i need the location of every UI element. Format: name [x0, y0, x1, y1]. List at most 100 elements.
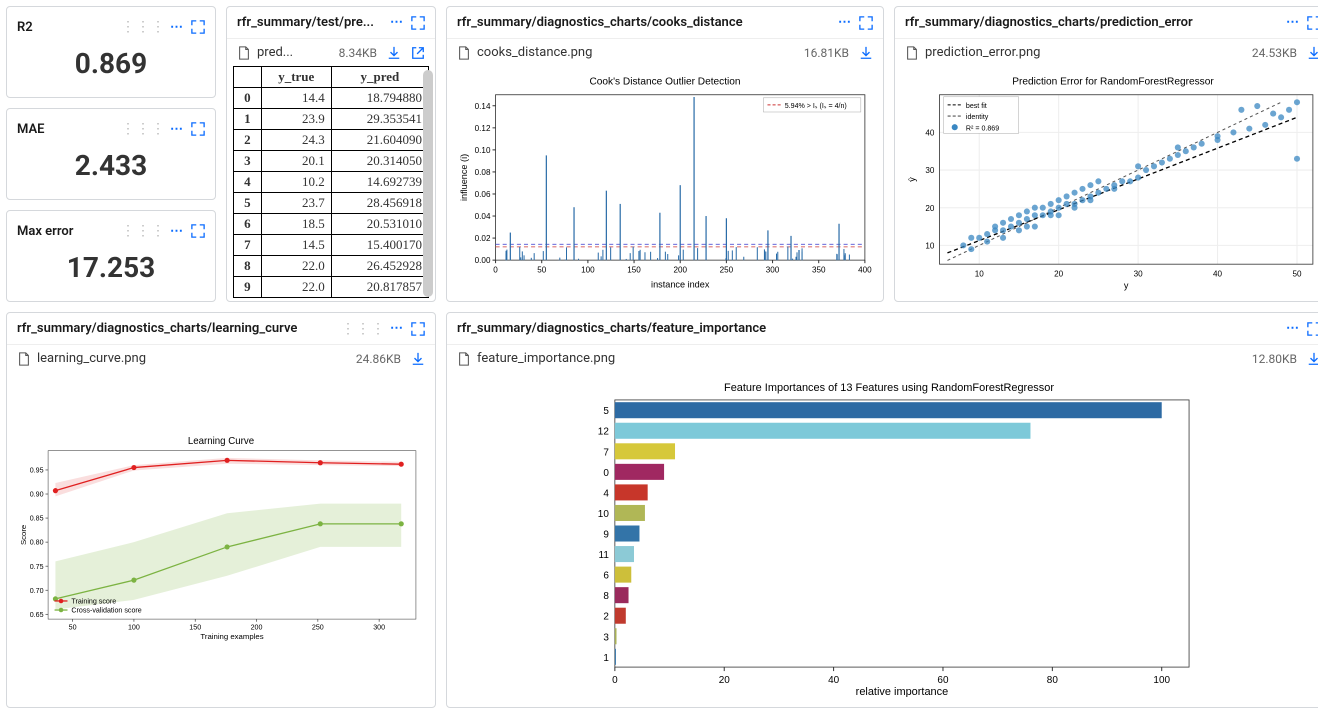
svg-text:0.06: 0.06 [475, 190, 491, 199]
svg-text:10: 10 [925, 241, 935, 250]
expand-icon[interactable] [191, 20, 205, 34]
file-name: prediction_error.png [925, 45, 1040, 60]
more-icon[interactable]: ⋯ [170, 122, 183, 137]
svg-text:ŷ: ŷ [907, 177, 917, 182]
metrics-column: R2 ⋮⋮⋮ ⋯ 0.869 MAE ⋮⋮⋮ ⋯ 2.433 [6, 6, 216, 302]
drag-handle-icon[interactable]: ⋮⋮⋮ [121, 121, 166, 137]
svg-text:250: 250 [720, 265, 734, 274]
file-info-row: learning_curve.png 24.86KB [7, 345, 435, 372]
svg-text:R² = 0.869: R² = 0.869 [966, 124, 999, 132]
svg-text:0: 0 [493, 265, 498, 274]
file-icon [457, 352, 471, 366]
file-info-row: prediction_error.png 24.53KB [895, 39, 1318, 66]
svg-text:y: y [1124, 281, 1129, 291]
expand-icon[interactable] [1307, 322, 1318, 336]
more-icon[interactable]: ⋯ [170, 224, 183, 239]
file-name: learning_curve.png [37, 351, 146, 366]
learning-curve-chart: Learning Curve501001502002503000.650.700… [7, 372, 435, 707]
learning-curve-panel: rfr_summary/diagnostics_charts/learning_… [6, 312, 436, 708]
svg-text:60: 60 [937, 675, 949, 686]
svg-text:40: 40 [925, 128, 935, 137]
svg-text:100: 100 [128, 623, 140, 631]
expand-icon[interactable] [411, 16, 425, 30]
panel-title: rfr_summary/diagnostics_charts/feature_i… [457, 321, 1286, 336]
metric-panel-r2: R2 ⋮⋮⋮ ⋯ 0.869 [6, 6, 216, 98]
external-link-icon[interactable] [411, 46, 425, 60]
table-row: 410.214.692739 [234, 172, 429, 193]
metric-label: MAE [17, 122, 117, 137]
svg-text:30: 30 [925, 166, 935, 175]
svg-text:30: 30 [1134, 269, 1144, 278]
svg-text:12: 12 [598, 427, 610, 438]
svg-text:0.85: 0.85 [30, 515, 44, 523]
svg-text:0.70: 0.70 [30, 587, 44, 595]
file-icon [17, 352, 31, 366]
file-info-row: cooks_distance.png 16.81KB [447, 39, 883, 66]
table-row: 822.026.452928 [234, 256, 429, 277]
panel-title: rfr_summary/diagnostics_charts/cooks_dis… [457, 15, 838, 30]
svg-text:50: 50 [1292, 269, 1302, 278]
scrollbar[interactable] [423, 70, 433, 297]
panel-title: rfr_summary/diagnostics_charts/predictio… [905, 15, 1286, 30]
svg-text:0: 0 [603, 468, 609, 479]
file-name: feature_importance.png [477, 351, 615, 366]
svg-text:Training examples: Training examples [200, 632, 263, 641]
cooks-distance-panel: rfr_summary/diagnostics_charts/cooks_dis… [446, 6, 884, 302]
more-icon[interactable]: ⋯ [838, 15, 851, 30]
drag-handle-icon[interactable]: ⋮⋮⋮ [341, 321, 386, 337]
dashboard-grid: R2 ⋮⋮⋮ ⋯ 0.869 MAE ⋮⋮⋮ ⋯ 2.433 [0, 0, 1318, 714]
metric-panel-mae: MAE ⋮⋮⋮ ⋯ 2.433 [6, 108, 216, 200]
more-icon[interactable]: ⋯ [390, 321, 403, 336]
svg-text:9: 9 [603, 530, 609, 541]
metric-value: 17.253 [7, 243, 215, 298]
svg-text:100: 100 [581, 265, 595, 274]
more-icon[interactable]: ⋯ [170, 20, 183, 35]
download-icon[interactable] [387, 46, 401, 60]
file-info-row: feature_importance.png 12.80KB [447, 345, 1318, 372]
svg-text:0.02: 0.02 [475, 234, 491, 243]
svg-text:20: 20 [925, 204, 935, 213]
file-size: 8.34KB [339, 46, 377, 60]
svg-text:80: 80 [1047, 675, 1059, 686]
file-icon [237, 46, 251, 60]
expand-icon[interactable] [191, 122, 205, 136]
download-icon[interactable] [1307, 352, 1318, 366]
panel-title: rfr_summary/test/pre... [237, 15, 390, 30]
download-icon[interactable] [859, 46, 873, 60]
svg-text:1: 1 [603, 653, 609, 664]
svg-text:7: 7 [603, 447, 609, 458]
svg-text:Score: Score [19, 525, 28, 545]
cooks-chart: Cook's Distance Outlier Detection0.000.0… [447, 66, 883, 301]
expand-icon[interactable] [191, 224, 205, 238]
svg-text:0.14: 0.14 [475, 102, 491, 111]
metric-value: 2.433 [7, 141, 215, 196]
drag-handle-icon[interactable]: ⋮⋮⋮ [121, 223, 166, 239]
table-scroll-area[interactable]: y_truey_pred014.418.794880123.929.353541… [227, 66, 435, 301]
more-icon[interactable]: ⋯ [390, 15, 403, 30]
svg-text:influence (i): influence (i) [459, 154, 469, 201]
svg-text:instance index: instance index [651, 280, 710, 290]
svg-text:200: 200 [251, 623, 263, 631]
svg-text:6: 6 [603, 571, 609, 582]
table-row: 523.728.456918 [234, 193, 429, 214]
svg-text:150: 150 [627, 265, 641, 274]
download-icon[interactable] [411, 352, 425, 366]
table-row: 922.020.817857 [234, 277, 429, 298]
metric-value: 0.869 [7, 39, 215, 94]
svg-text:40: 40 [1213, 269, 1223, 278]
drag-handle-icon[interactable]: ⋮⋮⋮ [121, 19, 166, 35]
metric-panel-maxerr: Max error ⋮⋮⋮ ⋯ 17.253 [6, 210, 216, 302]
svg-text:20: 20 [719, 675, 731, 686]
more-icon[interactable]: ⋯ [1286, 321, 1299, 336]
expand-icon[interactable] [1307, 16, 1318, 30]
svg-text:40: 40 [828, 675, 840, 686]
download-icon[interactable] [1307, 46, 1318, 60]
svg-text:4: 4 [603, 488, 609, 499]
expand-icon[interactable] [411, 322, 425, 336]
expand-icon[interactable] [859, 16, 873, 30]
svg-text:10: 10 [598, 509, 610, 520]
feature-importance-chart: Feature Importances of 13 Features using… [447, 372, 1318, 707]
svg-text:100: 100 [1153, 675, 1170, 686]
more-icon[interactable]: ⋯ [1286, 15, 1299, 30]
svg-text:0.00: 0.00 [475, 256, 491, 265]
